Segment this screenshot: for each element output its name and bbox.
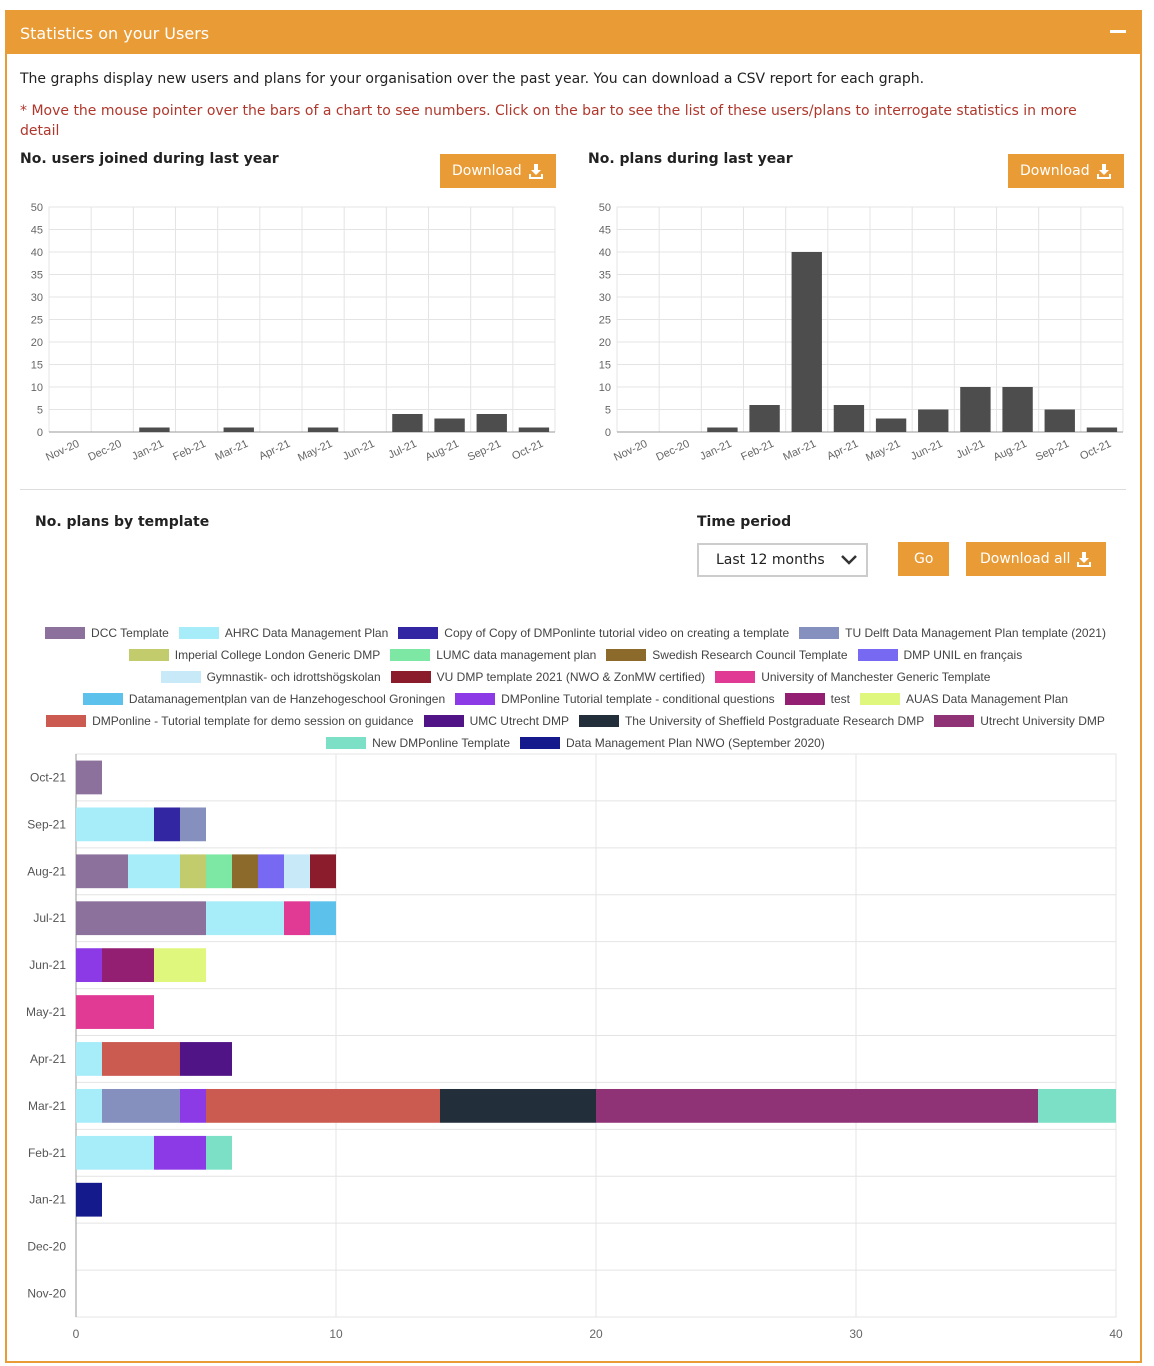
- legend-label: Imperial College London Generic DMP: [174, 648, 381, 662]
- plans-download-label: Download: [1020, 163, 1090, 179]
- legend-swatch: [715, 671, 756, 683]
- legend-row: New DMPonline Template Data Management Pl…: [7, 732, 1144, 754]
- chevron-down-icon: [841, 555, 857, 565]
- template-legend: DCC Template AHRC Data Management Plan Cop…: [7, 622, 1144, 754]
- legend-item[interactable]: New DMPonline Template: [326, 736, 510, 750]
- legend-label: DMPonline - Tutorial template for demo s…: [92, 714, 414, 728]
- legend-item[interactable]: Datamanagementplan van de Hanzehogeschoo…: [82, 692, 446, 706]
- plans-download-button[interactable]: Download: [1008, 154, 1124, 188]
- legend-swatch: [578, 715, 619, 727]
- legend-item[interactable]: DMPonline - Tutorial template for demo s…: [46, 714, 414, 728]
- legend-item[interactable]: The University of Sheffield Postgraduate…: [578, 714, 925, 728]
- legend-swatch: [784, 693, 825, 705]
- legend-item[interactable]: Swedish Research Council Template: [606, 648, 848, 662]
- download-icon: [1096, 164, 1111, 179]
- collapse-icon[interactable]: [1110, 30, 1126, 33]
- legend-swatch: [398, 627, 439, 639]
- go-label: Go: [914, 551, 934, 567]
- legend-item[interactable]: LUMC data management plan: [390, 648, 596, 662]
- legend-swatch: [934, 715, 975, 727]
- legend-label: Copy of Copy of DMPonlinte tutorial vide…: [444, 626, 790, 640]
- legend-label: DMPonline Tutorial template - conditiona…: [501, 692, 775, 706]
- legend-label: New DMPonline Template: [372, 736, 511, 750]
- time-period-value: Last 12 months: [716, 552, 825, 568]
- legend-swatch: [178, 627, 219, 639]
- legend-swatch: [160, 671, 201, 683]
- legend-swatch: [46, 715, 87, 727]
- legend-label: TU Delft Data Management Plan template (…: [845, 626, 1106, 640]
- statistics-panel: Statistics on your Users The graphs disp…: [5, 10, 1142, 1363]
- legend-item[interactable]: Gymnastik- och idrottshögskolan: [160, 670, 381, 684]
- legend-label: AHRC Data Management Plan: [224, 626, 389, 640]
- legend-row: Gymnastik- och idrottshögskolan VU DMP te…: [7, 666, 1144, 688]
- users-download-label: Download: [452, 163, 522, 179]
- legend-label: Data Management Plan NWO (September 2020…: [566, 736, 825, 750]
- download-all-button[interactable]: Download all: [966, 542, 1107, 576]
- plans-chart-title: No. plans during last year: [588, 151, 793, 167]
- legend-label: Datamanagementplan van de Hanzehogeschoo…: [128, 692, 446, 706]
- instruction-note: * Move the mouse pointer over the bars o…: [20, 103, 1077, 139]
- legend-item[interactable]: AUAS Data Management Plan: [859, 692, 1069, 706]
- time-period-select[interactable]: Last 12 months: [697, 543, 868, 577]
- panel-header[interactable]: Statistics on your Users: [7, 12, 1140, 54]
- legend-swatch: [423, 715, 464, 727]
- panel-title: Statistics on your Users: [20, 24, 210, 43]
- legend-item[interactable]: VU DMP template 2021 (NWO & ZonMW certif…: [390, 670, 706, 684]
- download-icon: [1077, 552, 1092, 567]
- legend-swatch: [390, 671, 431, 683]
- legend-swatch: [606, 649, 647, 661]
- users-chart-title: No. users joined during last year: [20, 151, 279, 167]
- legend-label: AUAS Data Management Plan: [905, 692, 1069, 706]
- legend-swatch: [82, 693, 123, 705]
- legend-swatch: [859, 693, 900, 705]
- legend-item[interactable]: University of Manchester Generic Templat…: [715, 670, 990, 684]
- legend-label: Swedish Research Council Template: [652, 648, 848, 662]
- users-download-button[interactable]: Download: [440, 154, 556, 188]
- legend-swatch: [857, 649, 898, 661]
- legend-label: Utrecht University DMP: [980, 714, 1105, 728]
- legend-item[interactable]: Data Management Plan NWO (September 2020…: [520, 736, 825, 750]
- go-button[interactable]: Go: [898, 542, 950, 576]
- legend-swatch: [520, 737, 561, 749]
- legend-swatch: [45, 627, 86, 639]
- legend-swatch: [326, 737, 367, 749]
- legend-swatch: [455, 693, 496, 705]
- legend-label: UMC Utrecht DMP: [469, 714, 569, 728]
- download-icon: [528, 164, 543, 179]
- legend-item[interactable]: Copy of Copy of DMPonlinte tutorial vide…: [398, 626, 789, 640]
- legend-item[interactable]: DMPonline Tutorial template - conditiona…: [455, 692, 775, 706]
- legend-item[interactable]: Utrecht University DMP: [934, 714, 1105, 728]
- legend-label: Gymnastik- och idrottshögskolan: [206, 670, 381, 684]
- legend-label: University of Manchester Generic Templat…: [761, 670, 991, 684]
- legend-label: The University of Sheffield Postgraduate…: [624, 714, 925, 728]
- legend-row: DCC Template AHRC Data Management Plan Cop…: [7, 622, 1144, 644]
- legend-item[interactable]: DCC Template: [45, 626, 169, 640]
- legend-label: DCC Template: [91, 626, 169, 640]
- legend-swatch: [128, 649, 169, 661]
- legend-label: VU DMP template 2021 (NWO & ZonMW certif…: [436, 670, 706, 684]
- legend-swatch: [799, 627, 840, 639]
- template-chart-title: No. plans by template: [35, 514, 210, 530]
- legend-item[interactable]: TU Delft Data Management Plan template (…: [799, 626, 1106, 640]
- legend-label: DMP UNIL en français: [903, 648, 1023, 662]
- legend-item[interactable]: AHRC Data Management Plan: [178, 626, 389, 640]
- legend-item[interactable]: UMC Utrecht DMP: [423, 714, 569, 728]
- legend-item[interactable]: test: [784, 692, 850, 706]
- legend-label: test: [830, 692, 850, 706]
- legend-item[interactable]: DMP UNIL en français: [857, 648, 1023, 662]
- legend-row: Datamanagementplan van de Hanzehogeschoo…: [7, 688, 1144, 710]
- legend-item[interactable]: Imperial College London Generic DMP: [128, 648, 381, 662]
- intro-text: The graphs display new users and plans f…: [20, 71, 925, 87]
- legend-row: DMPonline - Tutorial template for demo s…: [7, 710, 1144, 732]
- legend-row: Imperial College London Generic DMP LUMC …: [7, 644, 1144, 666]
- download-all-label: Download all: [980, 551, 1071, 567]
- time-period-label: Time period: [697, 514, 792, 530]
- section-divider: [20, 489, 1126, 490]
- legend-label: LUMC data management plan: [436, 648, 597, 662]
- legend-swatch: [390, 649, 431, 661]
